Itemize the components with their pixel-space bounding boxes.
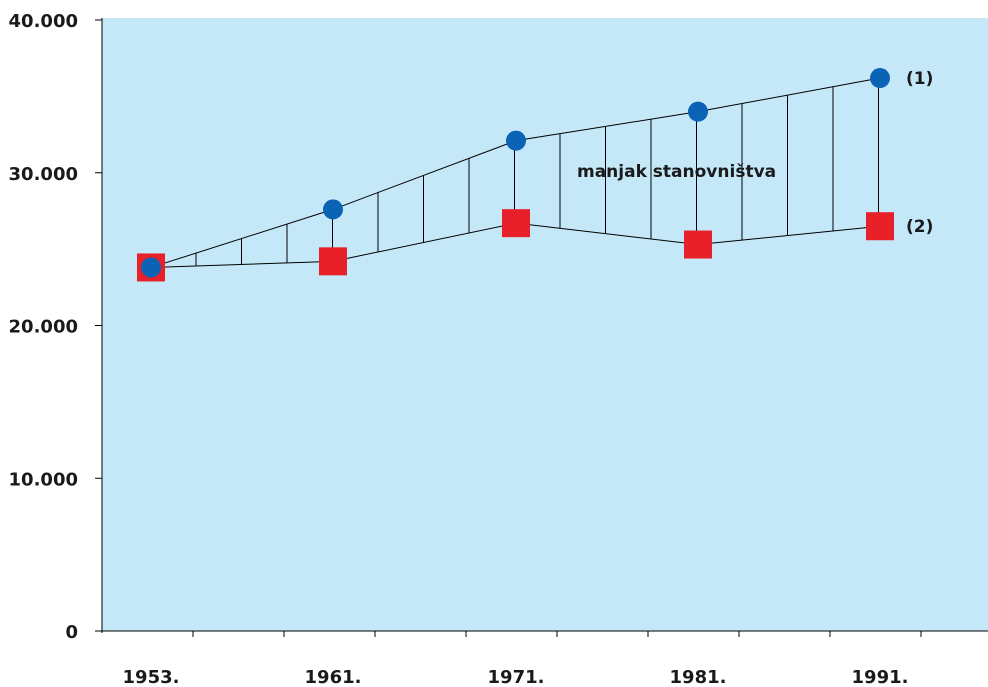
plot-background [102,18,988,631]
x-ticks: 1953. 1961. 1971. 1981. 1991. [123,631,922,687]
y-tick-label: 10.000 [9,469,78,490]
x-tick-label: 1953. [123,667,180,687]
series-2-label: (2) [906,217,933,237]
hatch-layer [195,78,879,266]
x-tick-label: 1981. [670,667,727,687]
y-tick-label: 0 [65,622,78,643]
series-1-point [506,130,526,151]
markers-layer [137,68,894,282]
labels-layer: (1) (2) manjak stanovništva [577,69,933,237]
series-2-point [502,209,530,238]
series-2-point [319,247,347,276]
series-1-point [688,101,708,122]
series-1-point [323,199,343,220]
y-tick-label: 20.000 [9,317,78,338]
y-tick-label: 40.000 [9,11,78,32]
series-2-point [866,212,894,241]
x-tick-label: 1991. [852,667,909,687]
x-tick-label: 1971. [488,667,545,687]
series-1-point [141,257,161,278]
series-1-label: (1) [906,69,933,89]
x-tick-label: 1961. [305,667,362,687]
y-ticks: 0 10.000 20.000 30.000 40.000 [9,11,102,643]
series-1-point [870,68,890,89]
y-tick-label: 30.000 [9,164,78,185]
series-2-point [684,230,712,259]
annotation-label: manjak stanovništva [577,162,776,182]
